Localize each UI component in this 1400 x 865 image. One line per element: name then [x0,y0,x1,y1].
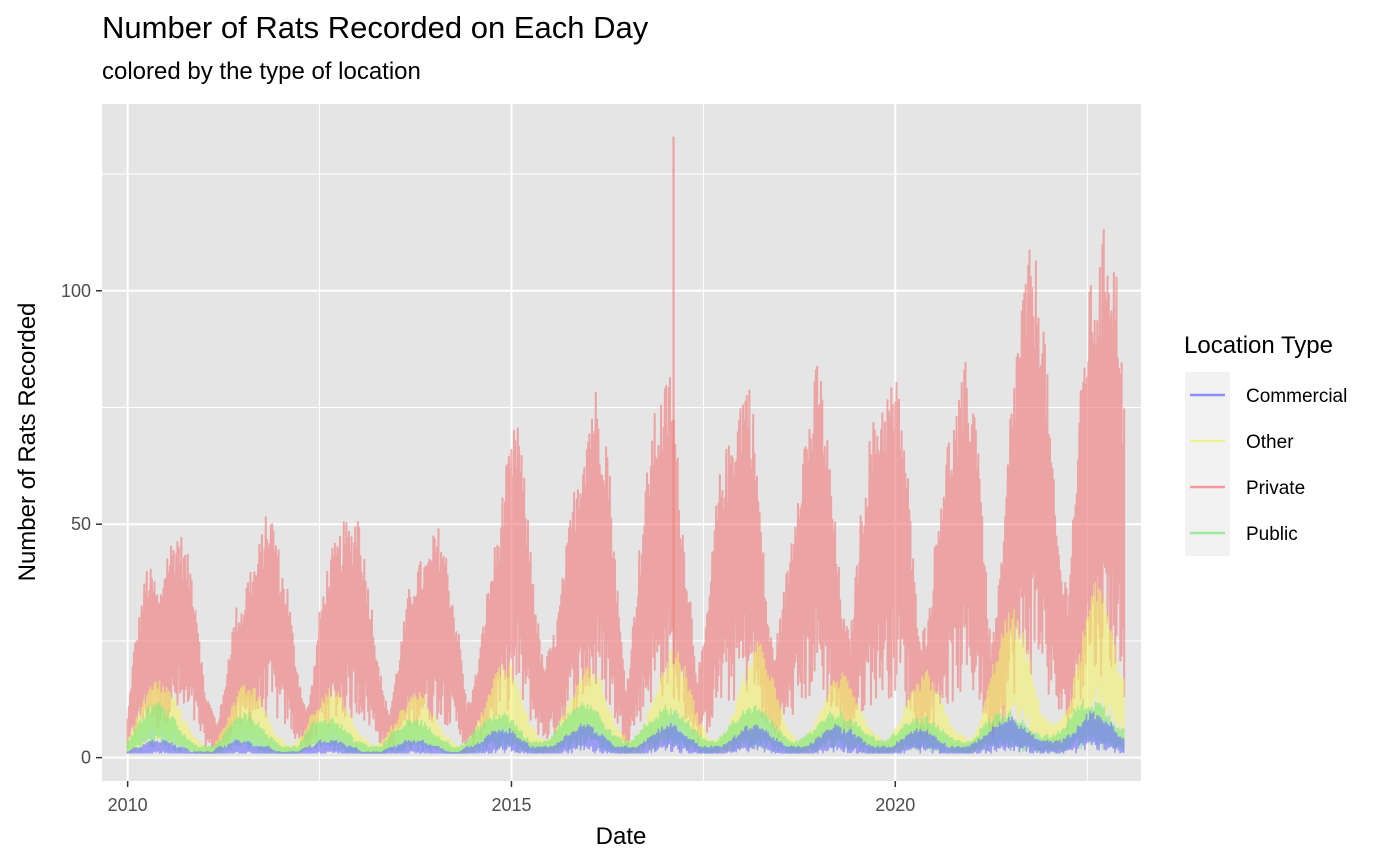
x-tick-label: 2015 [491,795,531,815]
x-tick-label: 2010 [108,795,148,815]
series-layer [126,136,1126,754]
y-tick-label: 50 [71,514,91,534]
chart-subtitle: colored by the type of location [102,58,421,85]
legend-title: Location Type [1184,332,1333,359]
x-tick-label: 2020 [875,795,915,815]
y-tick-label: 100 [61,281,91,301]
legend-label-commercial: Commercial [1246,386,1347,407]
legend-label-other: Other [1246,432,1294,453]
y-tick-label: 0 [81,748,91,768]
y-axis-title: Number of Rats Recorded [14,303,41,582]
legend-label-public: Public [1246,524,1298,545]
series-line-commercial [126,710,1125,754]
legend: Location Type Commercial Other Private Publ… [1184,332,1347,556]
x-axis-title: Date [596,823,647,850]
tick-labels: 0 50 100 2010 2015 2020 [61,281,915,815]
axis-ticks [96,290,897,787]
legend-key-background [1185,372,1230,556]
legend-label-private: Private [1246,478,1305,499]
chart-title: Number of Rats Recorded on Each Day [102,10,649,45]
